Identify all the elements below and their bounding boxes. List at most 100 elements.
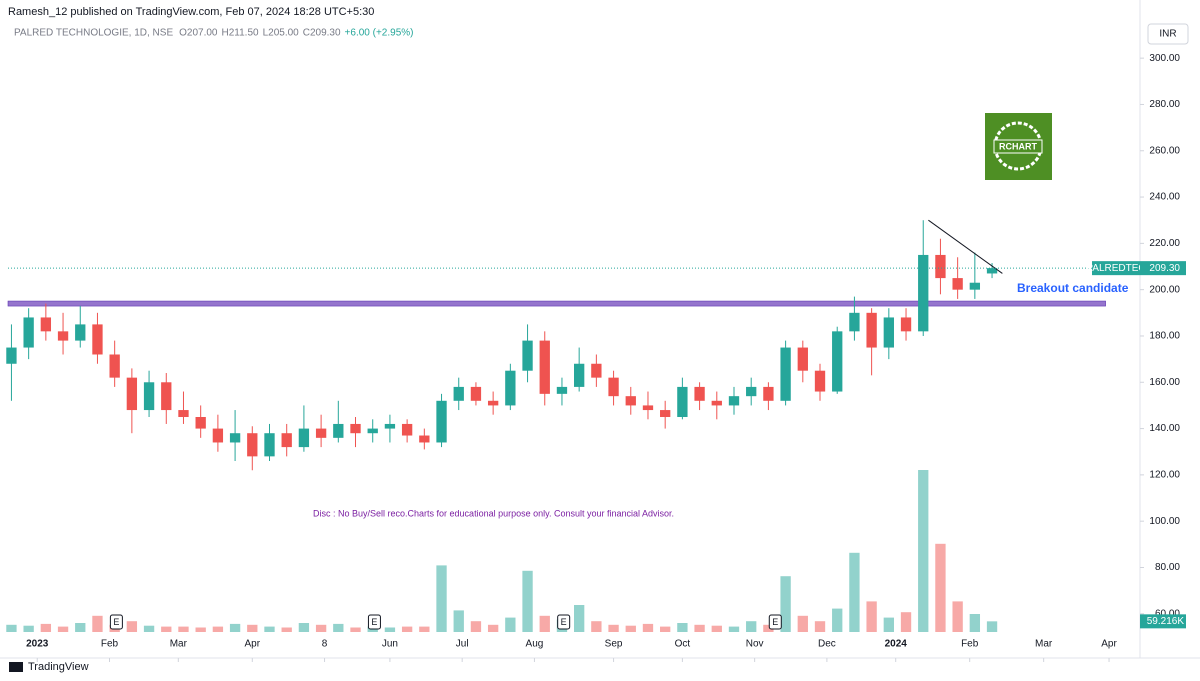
candle-body — [935, 254, 946, 279]
candle-body — [677, 386, 688, 418]
candle-body — [57, 331, 69, 341]
volume-bar — [470, 621, 482, 632]
support-line — [7, 300, 1106, 307]
y-tick-label: 60.00 — [1155, 608, 1180, 619]
candle-body — [625, 396, 636, 406]
candle-body — [247, 433, 258, 457]
volume-bar — [677, 623, 688, 632]
volume-bar — [832, 608, 843, 632]
volume-bar — [419, 626, 430, 632]
candle-body — [195, 417, 206, 429]
candle-body — [849, 312, 860, 332]
y-tick-label: 220.00 — [1149, 238, 1180, 249]
volume-bar — [814, 621, 826, 632]
candle-body — [453, 386, 464, 401]
volume-bar — [952, 601, 963, 632]
volume-bar — [746, 621, 757, 632]
volume-bar — [591, 621, 602, 632]
x-tick-label: Apr — [1101, 639, 1117, 650]
ohlc-value: C209.30 — [303, 28, 341, 39]
candle-body — [264, 433, 275, 457]
volume-bar — [384, 627, 396, 632]
ohlc-value: O207.00 — [179, 28, 218, 39]
volume-bar — [161, 626, 172, 632]
candle-body — [470, 386, 482, 401]
candle-body — [281, 433, 292, 448]
candle-body — [350, 423, 361, 434]
candle-body — [384, 423, 396, 429]
candle-body — [367, 428, 378, 434]
candle-body — [6, 347, 17, 364]
volume-bar — [849, 552, 860, 632]
candle-body — [419, 435, 430, 443]
candle-body — [986, 268, 998, 274]
candle-body — [229, 433, 241, 443]
volume-bar — [350, 627, 361, 632]
disclaimer: Disc : No Buy/Sell reco.Charts for educa… — [313, 508, 674, 518]
trendline — [928, 219, 1003, 274]
candle-body — [333, 423, 344, 438]
volume-bar — [333, 623, 344, 632]
header: Ramesh_12 published on TradingView.com, … — [8, 6, 374, 18]
footer: TradingView — [28, 661, 89, 673]
logo-band — [993, 139, 1043, 154]
legend: PALRED TECHNOLOGIE, 1D, NSE O207.00 H211.5… — [14, 28, 413, 39]
ohlc-value: L205.00 — [263, 28, 300, 39]
y-tick-label: 260.00 — [1149, 145, 1180, 156]
earnings-box — [109, 614, 123, 630]
candle-body — [574, 363, 585, 387]
x-tick-label: Mar — [1035, 639, 1053, 650]
volume-bar — [711, 625, 722, 632]
x-tick-label: Feb — [101, 639, 119, 650]
volume-bar — [642, 623, 654, 632]
earnings-label: E — [371, 617, 377, 627]
ticker-label: PALREDTEC — [1086, 263, 1145, 274]
x-tick-label: Nov — [746, 639, 764, 650]
ticker-box — [1092, 261, 1140, 276]
volume-bar — [883, 617, 894, 632]
candle-body — [642, 405, 654, 411]
volume-bar — [57, 626, 69, 632]
volume-bar — [143, 625, 155, 632]
candle-body — [522, 340, 533, 371]
candle-body — [92, 324, 103, 355]
volume-bar — [23, 625, 34, 632]
volume-bar — [487, 624, 499, 632]
y-tick-label: 80.00 — [1155, 562, 1180, 573]
candle-body — [315, 428, 327, 438]
earnings-label: E — [561, 617, 567, 627]
candle-body — [126, 377, 138, 411]
volume-bar — [75, 623, 86, 632]
symbol: PALRED TECHNOLOGIE, 1D, NSE — [14, 28, 173, 39]
price-label: 209.30 — [1149, 263, 1180, 274]
volume-bar — [986, 621, 998, 632]
candle-body — [763, 386, 774, 401]
candle-body — [918, 254, 929, 332]
candle-body — [298, 428, 310, 448]
volume-bar — [126, 621, 138, 632]
volume-bar — [401, 626, 413, 632]
volume-bar — [900, 612, 912, 632]
earnings-box — [367, 614, 381, 630]
price-badge — [1140, 261, 1186, 276]
x-tick-label: Oct — [675, 639, 691, 650]
y-tick-label: 140.00 — [1149, 423, 1180, 434]
candle-body — [212, 428, 224, 443]
volume-bar — [728, 626, 740, 632]
ohlc-value: +6.00 (+2.95%) — [345, 28, 414, 39]
x-tick-label: 8 — [322, 639, 328, 650]
volume-bar — [195, 627, 206, 632]
candle-body — [952, 278, 963, 290]
logo-text: RCHART — [999, 141, 1037, 151]
volume-bar — [797, 615, 808, 632]
volume-bar — [935, 543, 946, 632]
candle-body — [711, 400, 722, 406]
candle-body — [178, 410, 189, 418]
volume-bar — [660, 626, 671, 632]
currency: INR — [1159, 29, 1176, 40]
candle-body — [660, 410, 671, 418]
volume-bar — [918, 470, 929, 632]
volume-bar — [694, 624, 705, 632]
candle-body — [161, 382, 172, 411]
